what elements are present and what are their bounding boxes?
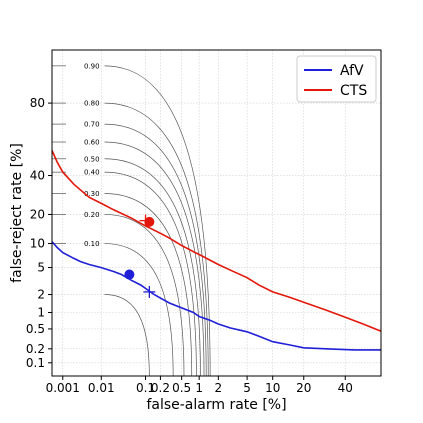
x-tick-label: 0.01 <box>88 381 115 395</box>
iso-cost-curve <box>104 294 150 377</box>
y-axis-title: false-reject rate [%] <box>9 143 25 283</box>
x-tick-label: 0.2 <box>151 381 170 395</box>
legend: AfV CTS <box>296 55 377 103</box>
series-line-cts <box>51 150 382 333</box>
legend-label-cts: CTS <box>340 83 367 99</box>
iso-cost-label: 0.10 <box>84 240 100 248</box>
iso-cost-label: 0.20 <box>84 211 100 219</box>
x-tick-label: 40 <box>338 381 353 395</box>
iso-cost-curve <box>104 123 207 377</box>
y-tick-label: 0.1 <box>26 356 45 370</box>
x-tick-label: 2 <box>215 381 223 395</box>
x-tick-label: 0.001 <box>46 381 80 395</box>
iso-cost-curve <box>104 243 174 377</box>
marker-plus-cts <box>139 214 152 227</box>
marker-circle-afv <box>124 269 135 280</box>
x-tick-label: 0.1 <box>136 381 155 395</box>
iso-cost-label: 0.70 <box>84 121 100 129</box>
iso-cost-label: 0.30 <box>84 190 100 198</box>
y-tick-label: 10 <box>30 237 45 251</box>
iso-cost-label: 0.60 <box>84 139 100 147</box>
legend-label-afv: AfV <box>340 63 364 79</box>
y-axis-ticks: 0.10.2 0.5 1 2 5 10 20 40 80 <box>26 96 52 370</box>
x-tick-label: 1 <box>195 381 203 395</box>
iso-cost-curve <box>104 141 205 377</box>
y-tick-label: 20 <box>30 207 45 221</box>
iso-cost-label: 0.40 <box>84 169 100 177</box>
x-tick-label: 0.5 <box>172 381 191 395</box>
x-tick-label: 20 <box>296 381 311 395</box>
y-tick-label: 0.5 <box>26 322 45 336</box>
y-tick-label: 0.2 <box>26 342 45 356</box>
y-tick-label: 2 <box>37 288 45 302</box>
operating-point-markers <box>124 214 156 298</box>
plot-frame <box>51 49 382 377</box>
y-tick-label: 1 <box>37 305 45 319</box>
iso-cost-curve <box>104 171 197 377</box>
marker-plus-afv <box>143 285 156 298</box>
iso-cost-label: 0.90 <box>84 62 100 70</box>
iso-cost-label: 0.80 <box>84 100 100 108</box>
iso-cost-curve <box>104 65 211 377</box>
x-axis-ticks: 0.001 0.01 0.10.2 0.5 1 2 5 10 20 40 <box>46 376 353 395</box>
iso-cost-curves: 0.90 0.80 0.70 0.60 0.50 0.40 0.30 0.20 0.10 <box>52 62 211 377</box>
iso-cost-curve <box>104 102 209 377</box>
x-tick-label: 5 <box>243 381 251 395</box>
y-tick-label: 80 <box>30 96 45 110</box>
series-lines <box>51 150 382 351</box>
y-tick-label: 40 <box>30 169 45 183</box>
series-line-afv <box>51 241 381 351</box>
y-tick-label: 5 <box>37 261 45 275</box>
iso-cost-curve <box>104 214 185 377</box>
iso-cost-curve <box>104 158 201 377</box>
x-tick-label: 10 <box>265 381 280 395</box>
marker-circle-cts <box>144 216 155 227</box>
x-axis-title: false-alarm rate [%] <box>146 397 286 413</box>
iso-cost-label: 0.50 <box>84 155 100 163</box>
